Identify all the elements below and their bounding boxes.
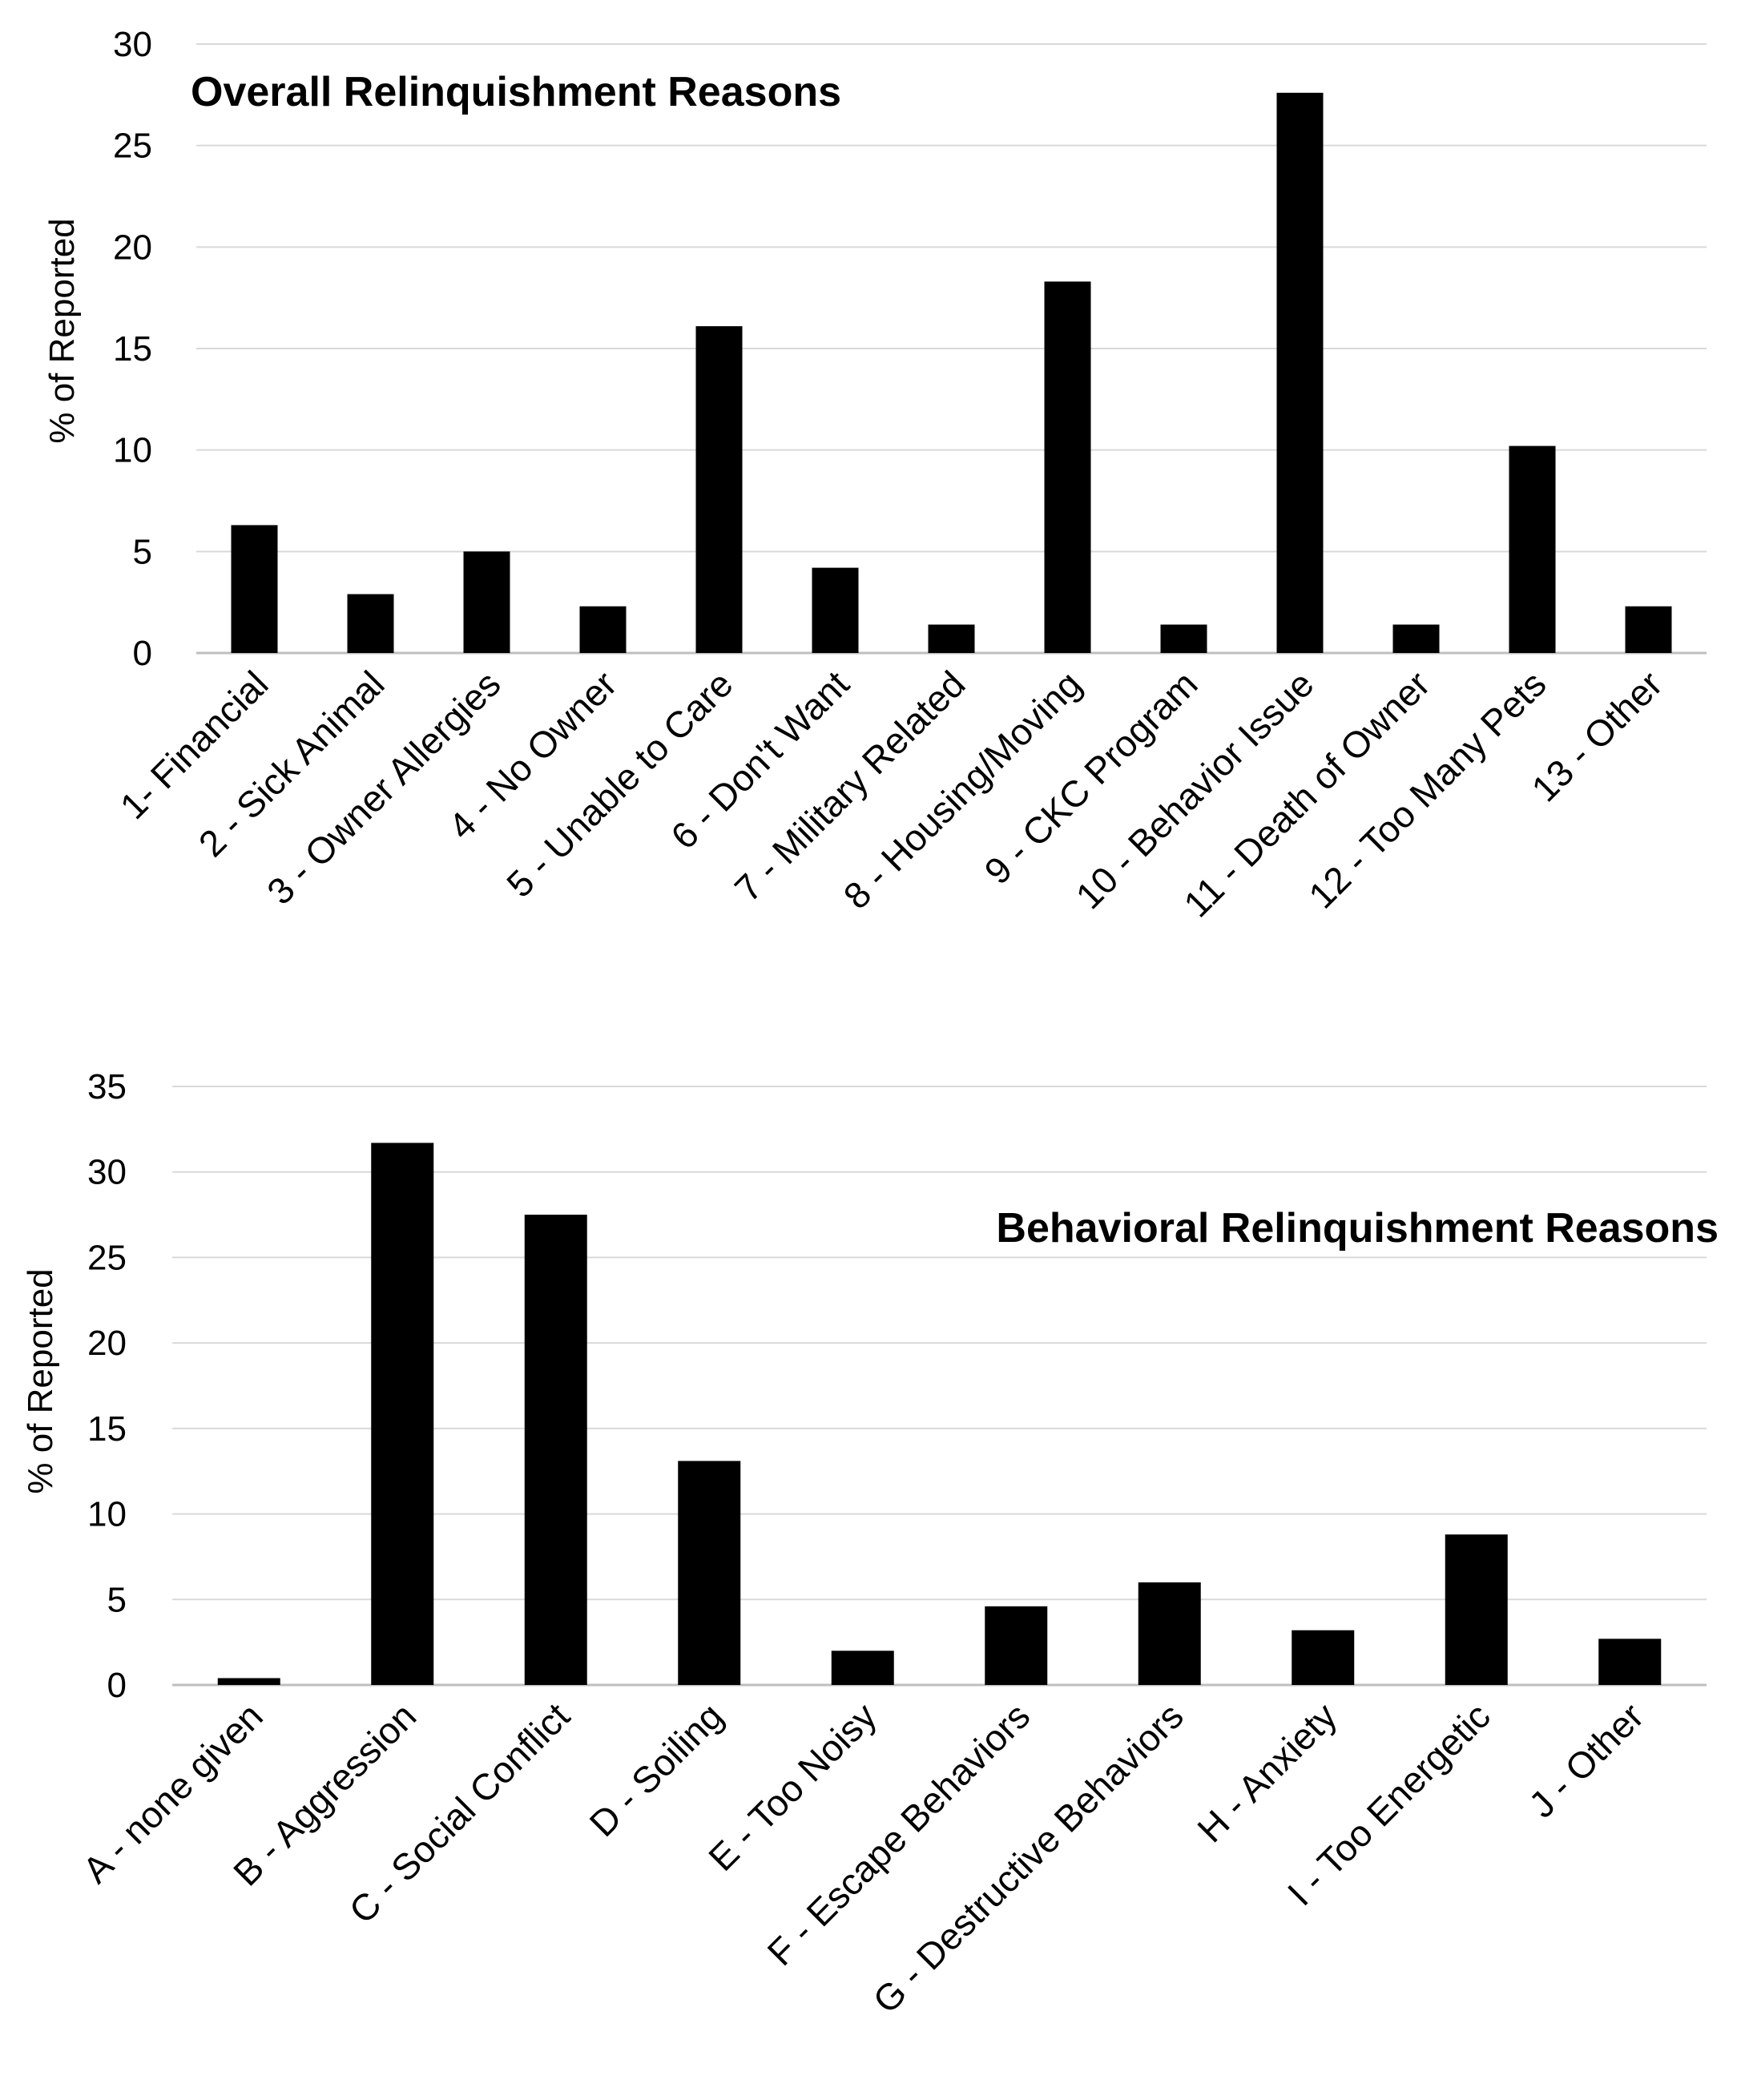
c2-y-tick-label: 25: [87, 1238, 127, 1277]
c1-y-tick-label: 30: [113, 25, 152, 64]
c1-bar: [1509, 445, 1556, 653]
c1-bar: [231, 525, 278, 653]
c1-bar: [1625, 606, 1672, 653]
c1-bar: [463, 551, 510, 653]
c2-bar: [217, 1678, 280, 1685]
c2-y-tick-labels: 0 5 10 15 20 25 30 35: [87, 1067, 127, 1705]
c1-title: Overall Relinquishment Reasons: [191, 69, 841, 115]
c2-bar: [1598, 1638, 1662, 1685]
c2-y-tick-label: 5: [107, 1580, 127, 1619]
c1-bar: [812, 567, 859, 653]
c1-y-tick-label: 25: [113, 127, 152, 166]
c2-category-label: G - Destructive Behaviors: [864, 1695, 1191, 2021]
c1-bar: [928, 624, 975, 653]
c1-y-tick-labels: 0 5 10 15 20 25 30: [113, 25, 152, 673]
c2-bar: [1138, 1582, 1201, 1685]
c1-y-axis-label: % of Reported: [42, 218, 82, 443]
c2-category-label: D - Soiling: [582, 1695, 731, 1844]
c1-bars: [231, 92, 1672, 654]
c1-bar: [1276, 92, 1324, 654]
c2-category-label: F - Escape Behaviors: [760, 1695, 1038, 1973]
c2-y-tick-label: 30: [87, 1153, 127, 1192]
c1-y-tick-label: 20: [113, 228, 152, 267]
c2-bars: [217, 1143, 1662, 1685]
c2-y-tick-label: 20: [87, 1324, 127, 1363]
c1-y-tick-label: 15: [113, 329, 152, 369]
c2-y-tick-label: 0: [107, 1666, 127, 1705]
c1-category-label: 9 - CKC Program: [976, 663, 1205, 892]
c1-bar: [347, 594, 394, 653]
c1-bar: [1160, 624, 1207, 653]
c2-category-label: H - Anxiety: [1189, 1695, 1344, 1850]
c2-y-tick-label: 10: [87, 1495, 127, 1534]
c2-bar: [524, 1215, 587, 1685]
c1-category-label: 5 - Unable to Care: [498, 663, 741, 905]
c1-y-tick-label: 0: [133, 634, 152, 673]
c2-bar: [1292, 1630, 1355, 1685]
c2-bar: [1445, 1534, 1508, 1685]
c2-y-tick-label: 15: [87, 1409, 127, 1449]
c2-y-axis-label: % of Reported: [21, 1268, 60, 1493]
c1-bar: [579, 606, 627, 653]
c1-y-tick-label: 10: [113, 431, 152, 470]
c2-bar: [371, 1143, 434, 1685]
c2-title: Behavioral Relinquishment Reasons: [996, 1205, 1719, 1252]
c2-bar: [985, 1606, 1048, 1685]
c1-y-tick-label: 5: [133, 532, 152, 571]
c1-bar: [1392, 624, 1440, 653]
c2-y-tick-label: 35: [87, 1067, 127, 1106]
c2-category-label: J - Other: [1521, 1695, 1651, 1825]
c2-bar: [831, 1651, 894, 1685]
c1-bar: [695, 326, 743, 653]
c1-gridlines: [196, 43, 1707, 655]
c2-bar: [678, 1461, 741, 1685]
c1-bar: [1044, 281, 1091, 653]
